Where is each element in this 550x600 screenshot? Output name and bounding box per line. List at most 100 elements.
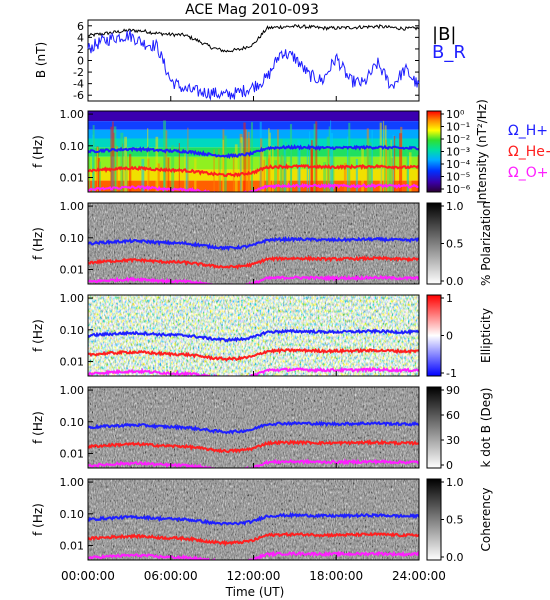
colorbar-tick-label: 0.0	[446, 275, 464, 288]
intensity-streak	[348, 122, 351, 192]
intensity-streak	[224, 135, 227, 192]
gyro-line-he	[88, 531, 419, 547]
intensity-streak	[155, 136, 159, 192]
colorbar-tick-label: 30	[446, 434, 460, 447]
x-tick-label: 18:00:00	[309, 569, 363, 583]
intensity-streak	[330, 133, 334, 192]
intensity-streak	[274, 160, 277, 192]
gyro-line-h	[88, 511, 419, 526]
b-ytick-label: -4	[73, 78, 84, 91]
f-ytick-label: 0.10	[60, 508, 85, 521]
intensity-streak	[163, 120, 166, 192]
colorbar-tick-label: 10⁻⁶	[446, 183, 471, 196]
intensity-streak	[113, 132, 115, 192]
colorbar-tick-label: -1	[446, 367, 457, 380]
colorbar-tick-label: 0.0	[446, 551, 464, 564]
panel-coherency-image	[88, 479, 419, 560]
f-ytick-label: 0.01	[60, 172, 85, 185]
intensity-streak	[306, 146, 309, 192]
f-ylabel: f (Hz)	[31, 135, 45, 168]
intensity-streak	[184, 153, 186, 192]
intensity-streak	[313, 123, 316, 192]
f-ytick-label: 0.10	[60, 324, 85, 337]
f-ytick-label: 1.00	[60, 476, 85, 489]
colorbar-tick-label: 10⁻⁴	[446, 158, 471, 171]
intensity-streak	[185, 146, 189, 192]
intensity-streak	[129, 154, 132, 192]
intensity-streak	[328, 126, 330, 192]
intensity-streak	[222, 139, 224, 192]
intensity-streak	[379, 122, 382, 192]
intensity-streak	[187, 127, 189, 192]
intensity-streak	[250, 122, 254, 192]
colorbar-tick-label: 10⁻²	[446, 133, 470, 146]
f-ytick-label: 1.00	[60, 292, 85, 305]
intensity-streak	[97, 158, 101, 192]
panel-polarization: 1.00 0.10 0.01 f (Hz) 1.0 0.5 0.0 % Polarizatio…	[31, 200, 493, 288]
intensity-streak	[361, 147, 364, 192]
gyro-line-h	[88, 143, 419, 160]
colorbar-label: Coherency	[479, 487, 493, 551]
intensity-streak	[240, 137, 243, 192]
b-ytick-label: -2	[73, 66, 84, 79]
intensity-streak	[88, 143, 91, 192]
panel-k-dot-b: 1.00 0.10 0.01 f (Hz) 90 60 30 0 k dot B (Deg)	[31, 384, 493, 472]
legend-b-radial: B_R	[432, 42, 466, 63]
b-ytick-label: 6	[77, 20, 84, 33]
gyro-line-he	[88, 347, 419, 362]
gyro-legend-h: Ω_H+	[508, 123, 548, 139]
intensity-band	[88, 180, 419, 192]
intensity-streak	[268, 158, 270, 192]
colorbar-tick-label: 10⁻⁵	[446, 171, 470, 184]
intensity-streak	[120, 132, 124, 192]
f-ytick-label: 1.00	[60, 200, 85, 213]
b-magnitude-line	[87, 23, 420, 53]
b-field-ylabel: B (nT)	[34, 42, 48, 78]
colorbar-tick-label: 10⁰	[446, 108, 465, 121]
panel-coherency: 1.00 0.10 0.01 f (Hz) 1.0 0.5 0.0 Coherency	[31, 476, 493, 564]
gyro-legend-he: Ω_He+	[508, 144, 550, 160]
intensity-streak	[355, 158, 358, 192]
gyro-line-he	[88, 438, 419, 454]
f-ytick-label: 0.10	[60, 416, 85, 429]
intensity-streak	[219, 152, 221, 192]
x-axis: 00:00:00 06:00:00 12:00:00 18:00:00 24:00:00	[61, 96, 446, 583]
intensity-streak	[213, 149, 215, 192]
intensity-band	[88, 169, 419, 181]
intensity-band	[88, 129, 419, 139]
colorbar-tick-label: 1.0	[446, 476, 464, 489]
intensity-streak	[392, 134, 395, 192]
intensity-streak	[417, 155, 419, 192]
intensity-streak	[124, 136, 127, 192]
intensity-streak	[218, 148, 220, 192]
intensity-streak	[99, 161, 101, 192]
f-ytick-label: 0.01	[60, 540, 85, 553]
intensity-band	[88, 121, 419, 130]
f-ytick-label: 0.10	[60, 140, 85, 153]
intensity-streak	[399, 133, 402, 192]
intensity-streak	[283, 154, 285, 192]
chart-title: ACE Mag 2010-093	[185, 2, 319, 18]
intensity-streak	[315, 121, 318, 192]
intensity-streak	[327, 149, 329, 192]
colorbar-tick-label: 60	[446, 409, 460, 422]
intensity-streak	[330, 120, 332, 192]
intensity-streak	[234, 144, 238, 192]
intensity-band	[88, 156, 419, 170]
b-ytick-label: 4	[77, 31, 84, 44]
intensity-streak	[389, 156, 392, 192]
f-ylabel: f (Hz)	[31, 503, 45, 536]
intensity-streak	[110, 126, 113, 192]
panel-intensity: 1.000.100.01f (Hz)10⁰10⁻¹10⁻²10⁻³10⁻⁴10⁻…	[31, 99, 550, 204]
f-ytick-label: 0.10	[60, 232, 85, 245]
gyro-line-he	[88, 163, 419, 178]
colorbar-tick-label: 10⁻¹	[446, 121, 470, 134]
intensity-streak	[245, 129, 247, 192]
f-ylabel: f (Hz)	[31, 227, 45, 260]
f-ytick-label: 1.00	[60, 384, 85, 397]
intensity-streak	[167, 157, 170, 192]
intensity-streak	[323, 162, 326, 192]
f-ytick-label: 0.01	[60, 448, 85, 461]
b-ytick-label: -6	[73, 89, 84, 102]
b-ytick-label: 2	[77, 43, 84, 56]
